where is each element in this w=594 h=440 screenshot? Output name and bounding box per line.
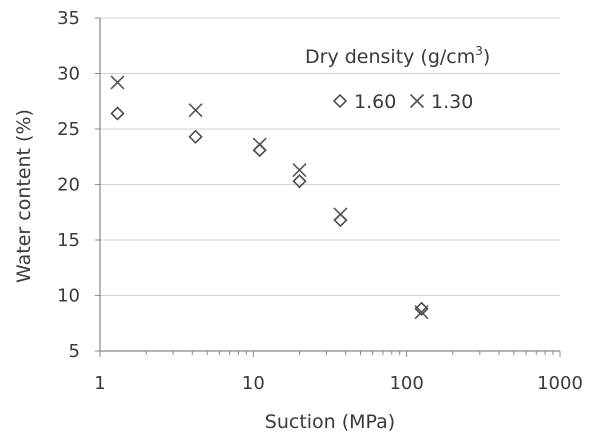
y-tick-label: 15 xyxy=(57,230,80,251)
cross-stroke xyxy=(292,163,307,178)
data-point-diamond xyxy=(333,212,348,228)
axes-layer xyxy=(95,17,561,357)
y-tick-label: 25 xyxy=(57,119,80,140)
x-tick-label: 100 xyxy=(389,373,423,394)
cross-stroke xyxy=(414,305,429,320)
cross-stroke xyxy=(188,103,203,118)
x-tick-label: 10 xyxy=(242,373,265,394)
points-layer xyxy=(110,75,429,320)
data-point-cross xyxy=(110,75,125,90)
x-tick-label: 1000 xyxy=(537,373,583,394)
y-tick-label: 35 xyxy=(57,8,80,29)
y-tick-label: 10 xyxy=(57,286,80,307)
data-point-cross xyxy=(292,163,307,178)
legend-label-1.30: 1.30 xyxy=(431,91,473,113)
data-point-cross xyxy=(409,93,425,109)
cross-stroke xyxy=(252,137,267,152)
x-axis-title: Suction (MPa) xyxy=(265,411,395,433)
data-point-diamond xyxy=(332,93,348,109)
data-point-diamond xyxy=(110,106,125,121)
x-tick-label: 1 xyxy=(94,373,105,394)
y-axis-title: Water content (%) xyxy=(13,109,35,283)
cross-stroke xyxy=(409,93,425,109)
data-point-diamond xyxy=(188,129,203,144)
legend: Dry density (g/cm3) 1.60 1.30 xyxy=(305,44,490,113)
data-point-diamond xyxy=(292,174,307,189)
y-tick-label: 20 xyxy=(57,175,80,196)
data-point-cross xyxy=(188,103,203,118)
data-point-diamond xyxy=(252,143,267,158)
grid-layer xyxy=(100,17,560,296)
y-tick-label: 5 xyxy=(69,341,80,362)
data-point-cross xyxy=(333,207,348,222)
data-point-diamond xyxy=(414,301,429,316)
data-point-cross xyxy=(414,305,429,320)
cross-stroke xyxy=(333,207,348,222)
legend-title: Dry density (g/cm3) xyxy=(305,44,490,68)
y-tick-label: 30 xyxy=(57,64,80,85)
legend-label-1.60: 1.60 xyxy=(354,91,396,113)
cross-stroke xyxy=(110,75,125,90)
ticks-layer: 5 10 15 20 25 30 35 1 10 100 1000 xyxy=(57,8,583,394)
data-point-cross xyxy=(252,137,267,152)
